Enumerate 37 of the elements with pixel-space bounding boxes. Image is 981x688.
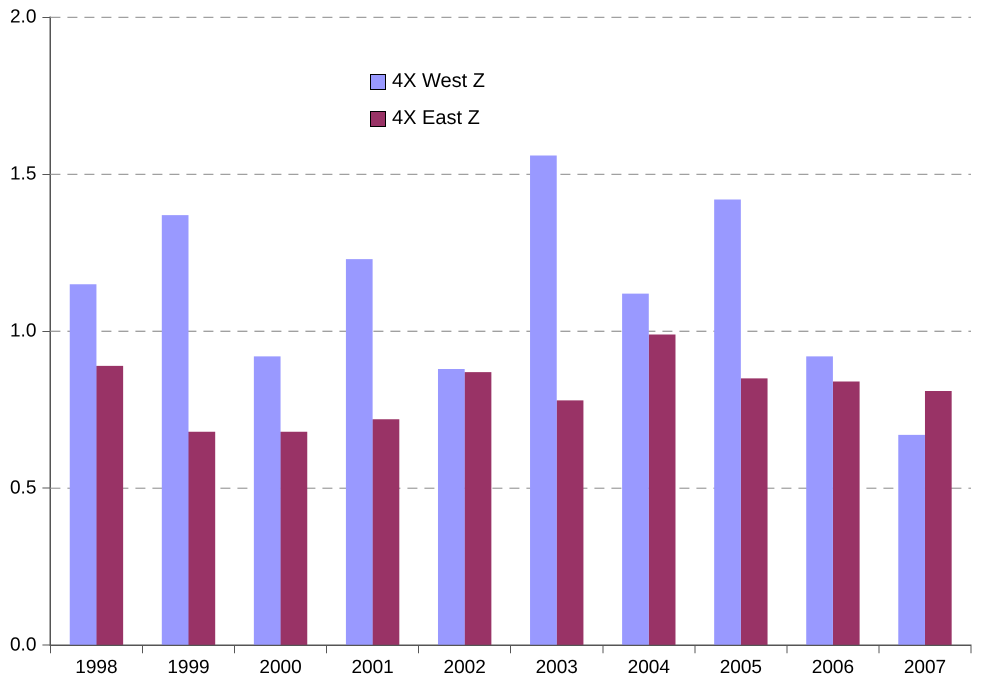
x-tick-label: 2004: [628, 656, 670, 678]
bar: [438, 368, 465, 645]
bar: [188, 432, 216, 645]
bar: [648, 334, 676, 645]
bar: [346, 259, 373, 645]
bar: [806, 356, 833, 645]
x-tick-label: 2002: [444, 656, 486, 678]
x-tick-label: 2006: [812, 656, 854, 678]
bar: [924, 390, 952, 645]
bar: [898, 434, 925, 645]
bar: [280, 432, 308, 645]
y-tick-label: 0.5: [10, 477, 36, 498]
x-tick-label: 2005: [720, 656, 762, 678]
bar: [832, 382, 860, 645]
y-tick-label: 1.0: [10, 320, 36, 342]
y-tick-label: 2.0: [10, 6, 36, 28]
x-tick-label: 1999: [167, 656, 210, 678]
y-tick-label: 1.5: [10, 164, 36, 185]
bar: [556, 400, 584, 645]
bar: [254, 356, 281, 645]
x-tick-label: 2000: [259, 656, 302, 678]
bar: [714, 199, 741, 645]
bar: [740, 378, 768, 645]
x-tick-label: 2001: [351, 656, 394, 678]
bar: [96, 366, 124, 645]
x-tick-label: 2007: [904, 656, 946, 678]
bar: [372, 419, 400, 645]
bar: [530, 156, 557, 645]
y-tick-label: 0.0: [10, 634, 36, 656]
bar: [464, 372, 492, 645]
bar: [70, 284, 96, 645]
x-tick-label: 2003: [536, 656, 578, 678]
legend-label: 4X West Z: [392, 70, 485, 93]
x-tick-label: 1998: [75, 656, 118, 678]
bar: [622, 294, 649, 645]
legend-label: 4X East Z: [392, 107, 480, 130]
bar: [162, 215, 188, 645]
